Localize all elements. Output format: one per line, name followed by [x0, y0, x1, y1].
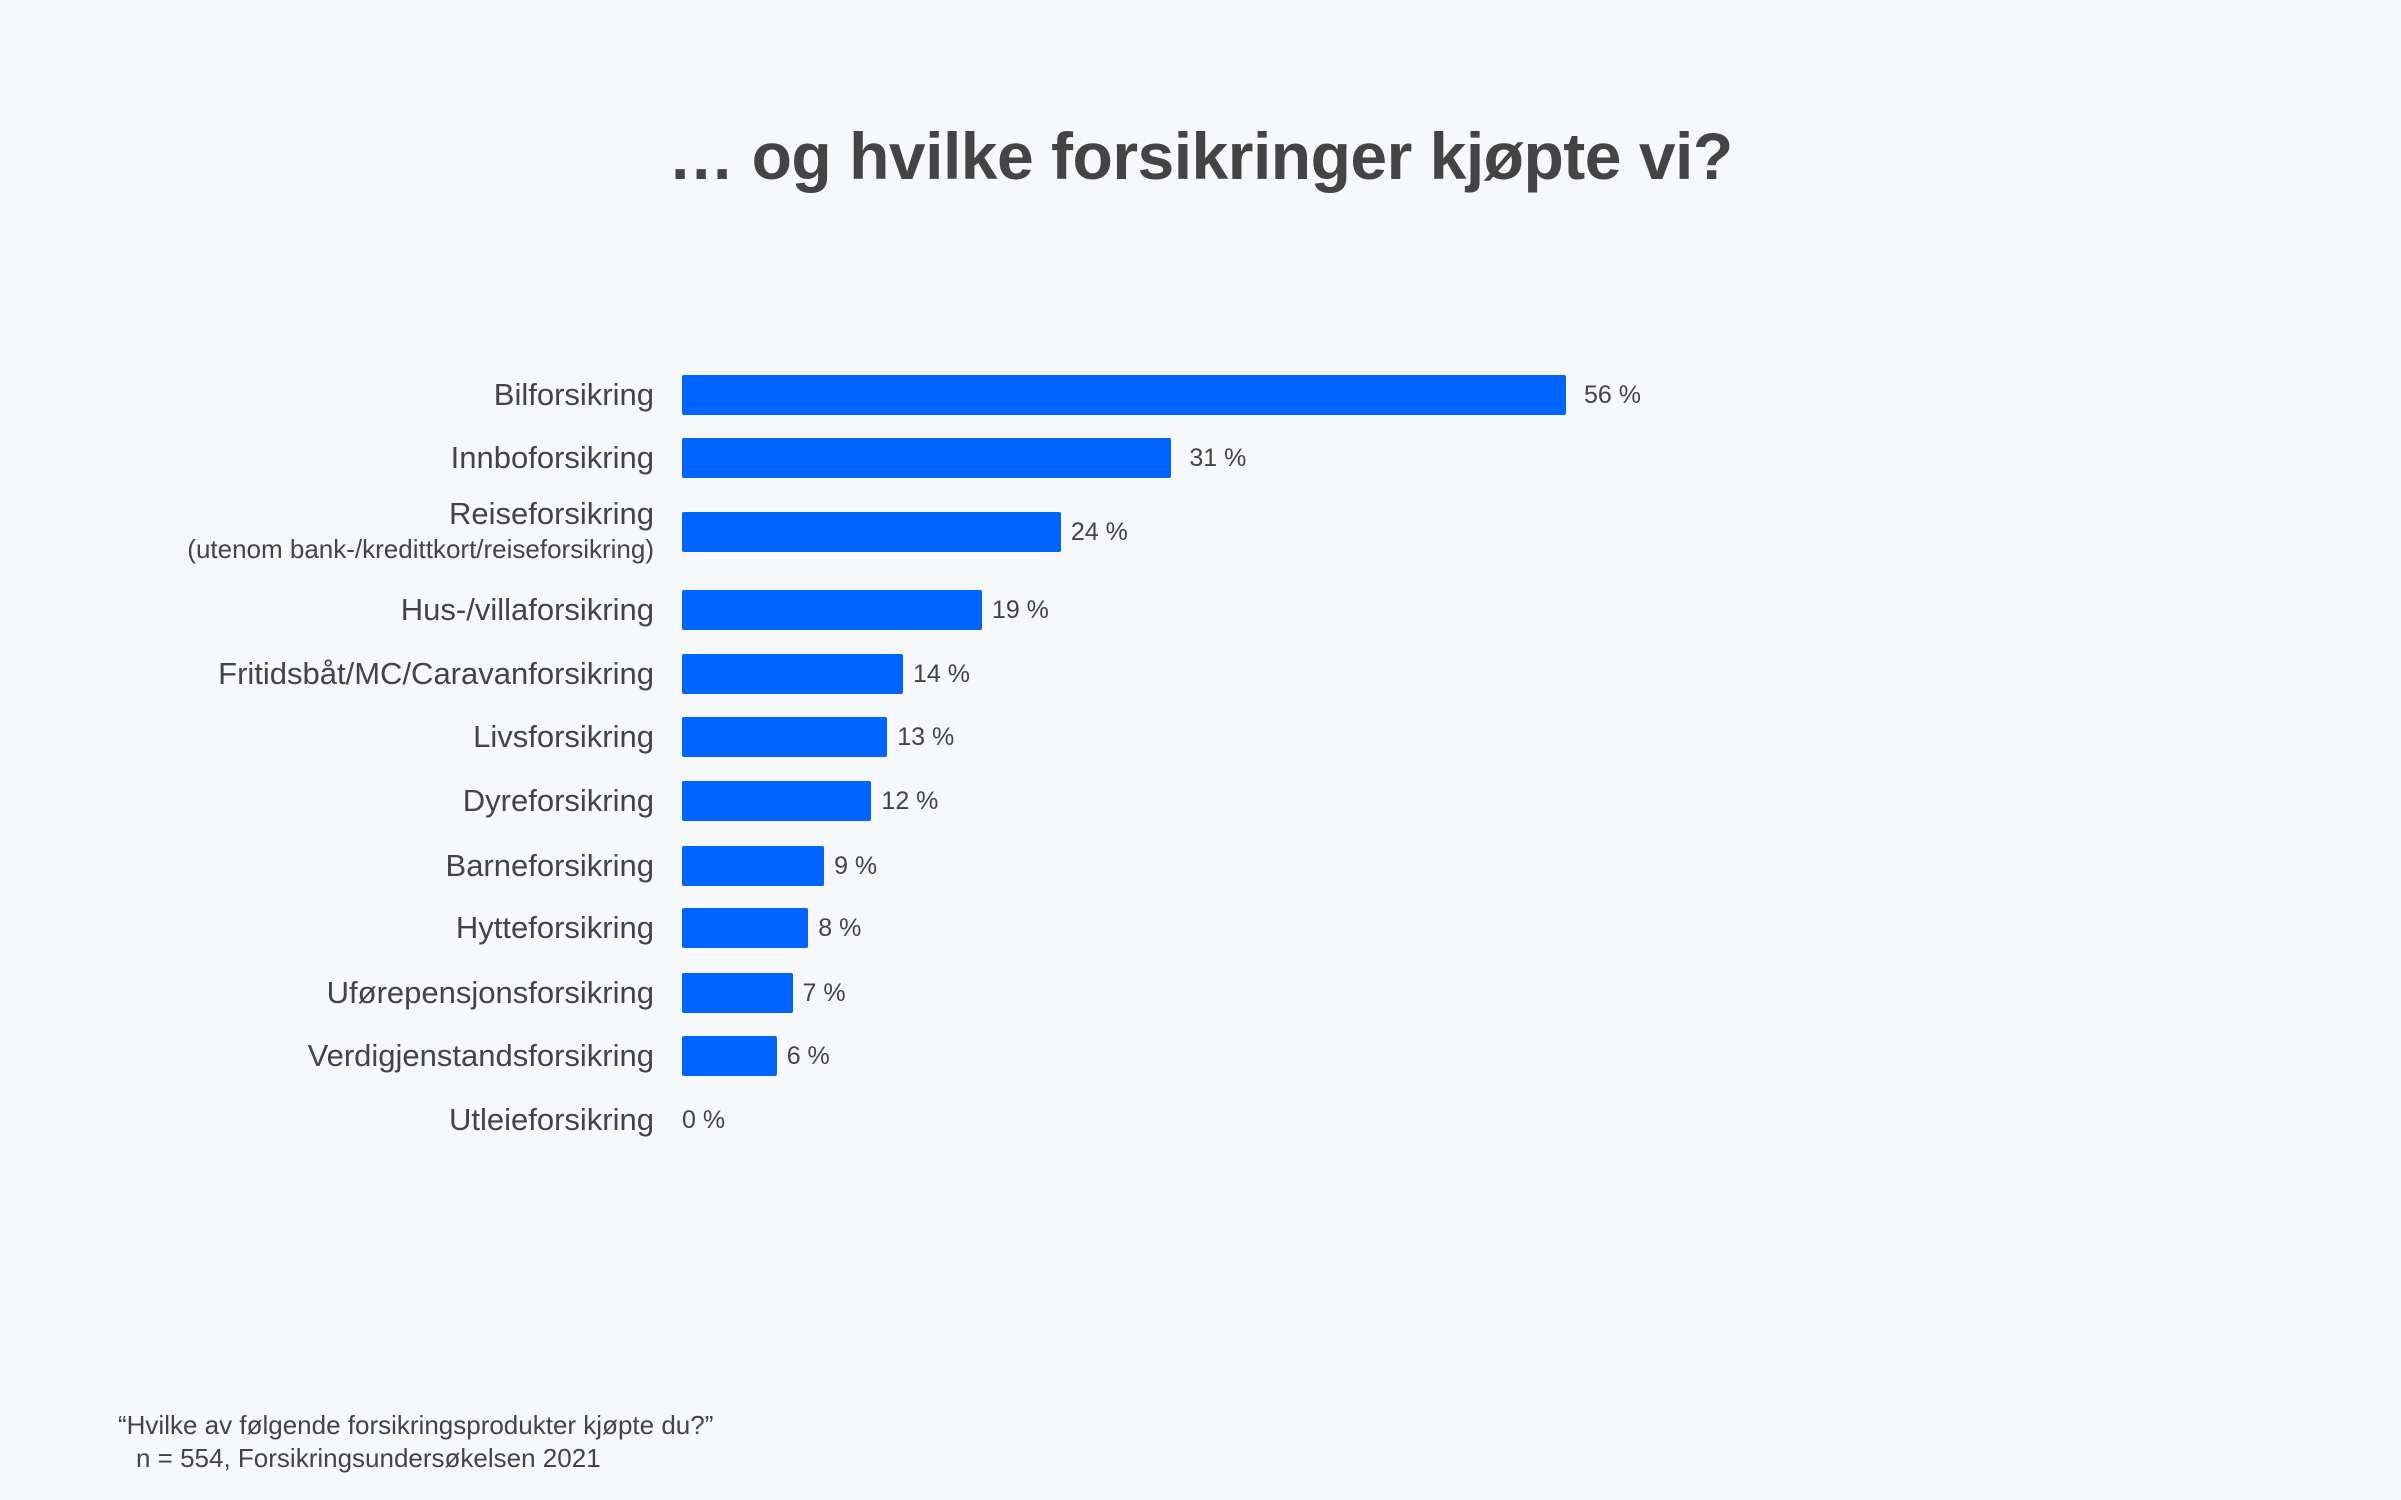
bar [682, 375, 1566, 415]
bar [682, 654, 903, 694]
category-label: Utleieforsikring [448, 1102, 654, 1137]
category-label: Hytteforsikring [455, 910, 654, 945]
value-label: 24 % [1070, 518, 1128, 546]
value-label: 13 % [897, 723, 955, 751]
value-label: 8 % [818, 914, 862, 942]
footnote-source: n = 554, Forsikringsundersøkelsen 2021 [136, 1443, 601, 1473]
footnote-question: “Hvilke av følgende forsikringsprodukter… [118, 1410, 714, 1440]
category-label: Bilforsikring [493, 377, 654, 412]
bar [682, 973, 793, 1013]
bar [682, 846, 825, 886]
value-label: 6 % [786, 1042, 830, 1070]
chart-title: … og hvilke forsikringer kjøpte vi? [668, 119, 1733, 193]
value-label: 19 % [991, 596, 1049, 624]
value-label: 7 % [802, 979, 846, 1007]
category-label: Barneforsikring [445, 848, 654, 883]
category-label: Fritidsbåt/MC/Caravanforsikring [218, 656, 654, 691]
value-label: 56 % [1584, 381, 1641, 409]
value-label: 31 % [1189, 444, 1247, 472]
value-label: 14 % [913, 660, 970, 688]
value-label: 12 % [881, 787, 939, 815]
category-label: Hus-/villaforsikring [400, 592, 654, 627]
bar [682, 438, 1172, 478]
category-label: Livsforsikring [473, 719, 654, 754]
bar [682, 512, 1061, 552]
bar [682, 717, 888, 757]
value-label: 0 % [682, 1106, 726, 1134]
category-label: Reiseforsikring [448, 496, 654, 531]
category-label: Verdigjenstandsforsikring [307, 1038, 654, 1073]
bar [682, 781, 872, 821]
category-label: Dyreforsikring [462, 783, 654, 818]
category-label: Innboforsikring [450, 440, 654, 475]
category-sublabel: (utenom bank-/kredittkort/reiseforsikrin… [187, 534, 654, 564]
bar [682, 590, 982, 630]
category-label: Uførepensjonsforsikring [326, 975, 654, 1010]
value-label: 9 % [834, 852, 878, 880]
bar [682, 908, 809, 948]
bar [682, 1036, 777, 1076]
